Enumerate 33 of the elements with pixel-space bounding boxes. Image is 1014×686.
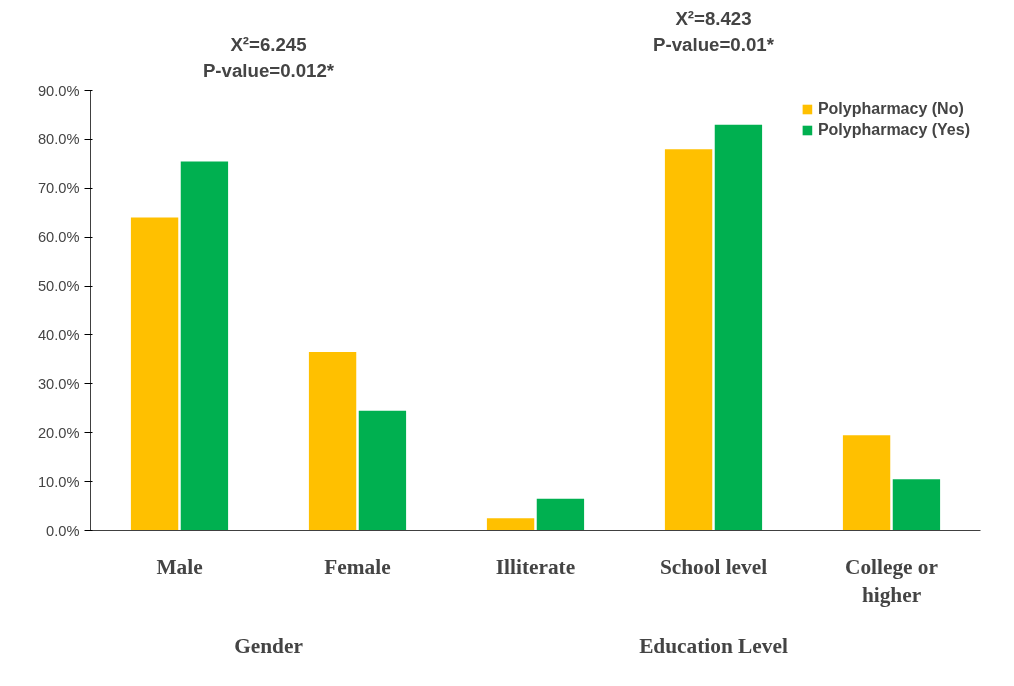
text: P-value=0.01* — [653, 34, 775, 55]
text: X²=8.423 — [675, 7, 752, 29]
y-tick-label: 0.0% — [46, 522, 80, 539]
bar — [664, 149, 713, 531]
bar — [130, 217, 179, 531]
legend-label: Polypharmacy (No) — [817, 100, 964, 118]
text: Gender — [234, 633, 304, 658]
y-tick-label: 50.0% — [37, 278, 80, 295]
x-tick-label: College or higher — [845, 554, 939, 608]
y-tick-label: 60.0% — [37, 229, 80, 246]
y-tick-label: 20.0% — [37, 424, 80, 441]
x-tick-label: Illiterate — [495, 554, 576, 579]
y-tick-label: 90.0% — [37, 82, 80, 99]
text: Education Level — [639, 633, 788, 658]
legend-label: Polypharmacy (Yes) — [817, 121, 970, 139]
text: X²=6.245 — [230, 34, 307, 55]
y-tick-label: 10.0% — [37, 473, 80, 490]
bar — [308, 352, 357, 531]
y-tick-label: 70.0% — [37, 180, 80, 197]
y-tick-label: 30.0% — [37, 375, 80, 392]
bar — [892, 479, 941, 531]
x-tick-label: School level — [659, 554, 768, 579]
bar — [842, 435, 891, 531]
bar — [180, 161, 229, 531]
text: P-value=0.012* — [202, 60, 335, 82]
x-tick-label: Female — [324, 554, 391, 579]
y-tick-label: 40.0% — [37, 326, 80, 343]
bar — [536, 498, 585, 531]
y-tick-label: 80.0% — [37, 131, 80, 148]
bar — [486, 518, 535, 531]
bar — [358, 410, 407, 531]
bar — [714, 124, 763, 531]
x-tick-label: Male — [156, 554, 203, 579]
